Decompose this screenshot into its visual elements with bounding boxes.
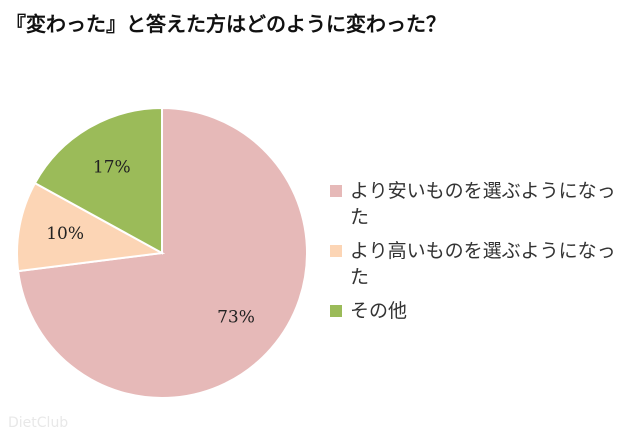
pie-slice <box>33 106 163 255</box>
legend-label: より高いものを選ぶようになった <box>350 240 616 288</box>
legend-item: その他 <box>330 298 630 324</box>
watermark: DietClub <box>8 415 69 431</box>
legend-swatch <box>330 185 342 197</box>
data-label: 10% <box>46 224 84 244</box>
data-label: 17% <box>93 158 131 178</box>
data-label: 73% <box>217 308 255 328</box>
legend-label: より安いものを選ぶようになった <box>350 180 616 228</box>
legend-item: より安いものを選ぶようになった <box>330 178 630 230</box>
legend-label: その他 <box>350 300 408 322</box>
legend-swatch <box>330 305 342 317</box>
chart-title: 『変わった』と答えた方はどのように変わった？ <box>6 12 446 36</box>
legend: より安いものを選ぶようになった より高いものを選ぶようになったその他 <box>330 178 630 332</box>
legend-swatch <box>330 245 342 257</box>
legend-item: より高いものを選ぶようになった <box>330 238 630 290</box>
pie-slice <box>16 181 166 273</box>
